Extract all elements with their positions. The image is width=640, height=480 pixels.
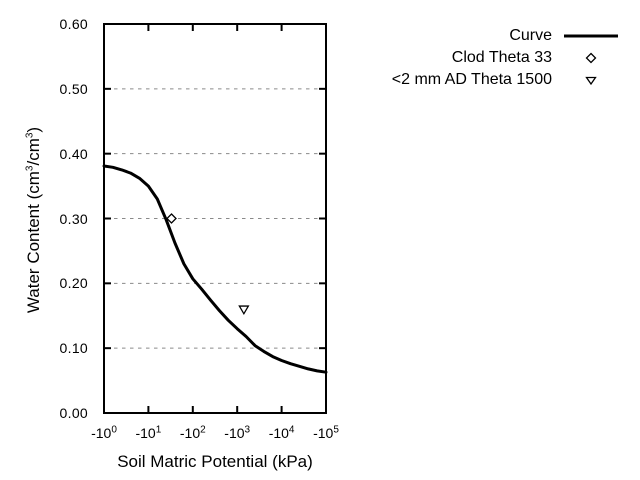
legend-label-curve: Curve [509, 27, 552, 44]
curve-line-sample-icon [564, 31, 618, 41]
x-tick-label--10^4: -104 [268, 424, 295, 441]
x-axis-title: Soil Matric Potential (kPa) [117, 452, 313, 471]
diamond-point [166, 213, 177, 224]
x-tick-label--10^1: -101 [135, 424, 162, 441]
legend: Curve Clod Theta 33 <2 mm AD Theta 1500 [392, 25, 618, 91]
curve-line [102, 164, 328, 374]
y-tick-label-0.00: 0.00 [59, 405, 88, 421]
legend-label-clod-theta-33: Clod Theta 33 [451, 49, 552, 66]
legend-label-ad-theta-1500: <2 mm AD Theta 1500 [391, 71, 552, 88]
y-tick-label-0.10: 0.10 [59, 340, 88, 357]
y-tick-label-0.20: 0.20 [59, 275, 88, 292]
y-tick-label-0.50: 0.50 [59, 80, 88, 97]
diamond-marker-icon [564, 52, 618, 64]
y-tick-label-0.60: 0.60 [59, 16, 88, 32]
x-tick-label--10^0: -100 [91, 424, 117, 441]
y-tick-label-0.40: 0.40 [59, 145, 88, 162]
x-tick-label--10^3: -103 [224, 424, 251, 441]
triangle-down-point [238, 305, 250, 316]
triangle-down-marker-icon [564, 74, 618, 86]
y-tick-label-0.30: 0.30 [59, 210, 88, 227]
legend-item-curve: Curve [392, 25, 618, 47]
legend-item-clod-theta-33: Clod Theta 33 [392, 47, 618, 69]
x-tick-label--10^5: -105 [313, 424, 339, 441]
legend-item-ad-theta-1500: <2 mm AD Theta 1500 [392, 69, 618, 91]
y-axis-title: Water Content (cm3/cm3) [24, 126, 43, 314]
x-tick-label--10^2: -102 [179, 424, 206, 441]
